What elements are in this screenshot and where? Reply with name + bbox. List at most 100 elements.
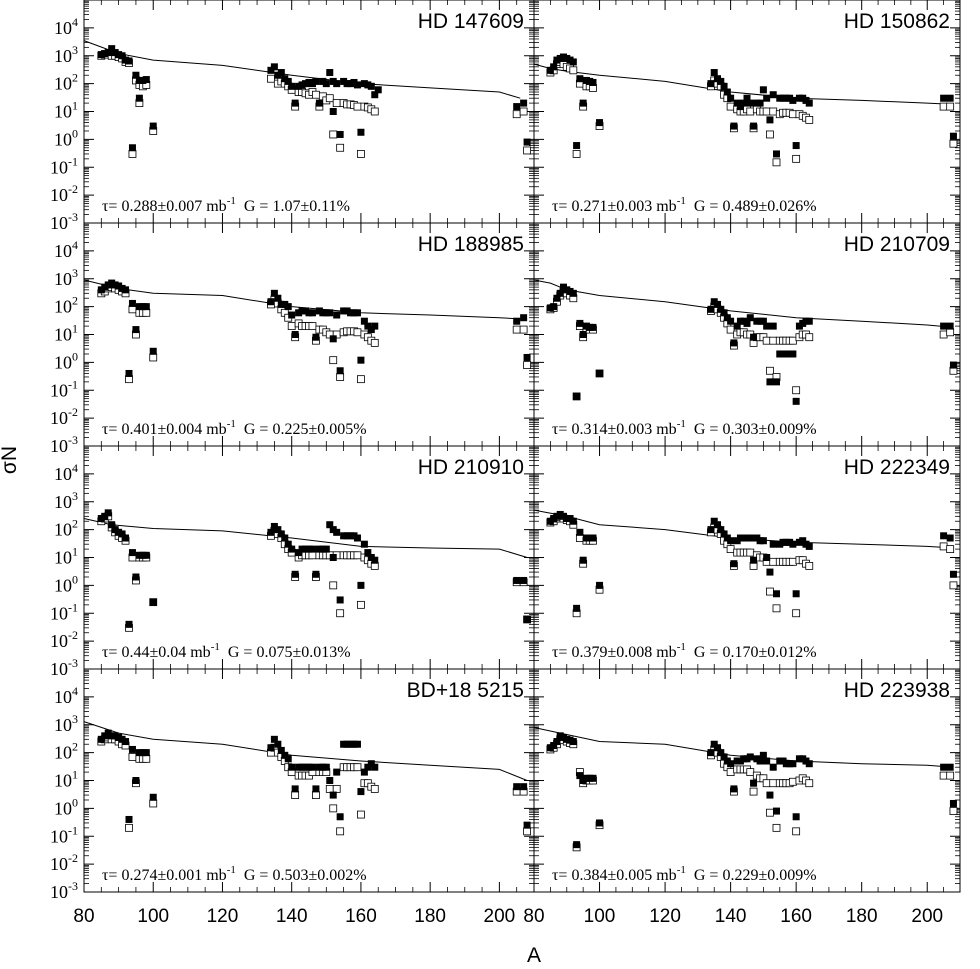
filled-point: [274, 294, 282, 302]
y-tick-label: 103: [54, 712, 78, 735]
filled-point: [772, 378, 780, 386]
filled-point: [360, 540, 368, 548]
open-point: [312, 791, 320, 799]
filled-point: [717, 749, 725, 757]
fit-parameters: τ= 0.44±0.04 mb-1 G = 0.075±0.013%: [102, 641, 351, 661]
open-point: [353, 102, 362, 111]
open-point: [523, 827, 531, 836]
star-name: HD 222349: [844, 456, 950, 479]
model-curve: [533, 727, 954, 768]
open-point: [766, 587, 774, 596]
open-point: [287, 322, 296, 331]
filled-point: [759, 537, 767, 545]
y-tick-label: 10-1: [50, 154, 78, 177]
open-point: [336, 373, 345, 381]
filled-point: [326, 309, 334, 317]
filled-point: [326, 777, 334, 784]
star-name: HD 188985: [418, 233, 524, 256]
filled-point: [589, 78, 597, 86]
open-point: [762, 336, 771, 345]
filled-point: [322, 545, 330, 553]
filled-point: [805, 99, 813, 107]
filled-point: [940, 322, 948, 330]
filled-point: [579, 99, 587, 107]
filled-point: [792, 397, 800, 405]
open-point: [523, 146, 531, 155]
filled-point: [125, 815, 133, 823]
filled-point: [284, 303, 292, 311]
filled-point: [336, 813, 344, 821]
filled-point: [569, 58, 577, 66]
open-point: [769, 336, 778, 345]
model-curve: [83, 40, 521, 99]
open-point: [291, 791, 300, 799]
filled-point: [353, 309, 361, 317]
filled-point: [940, 763, 948, 771]
filled-point: [367, 82, 375, 90]
star-name: HD 150862: [844, 10, 950, 33]
filled-point: [556, 289, 564, 297]
filled-point: [371, 322, 379, 330]
y-tick-label: 104: [54, 461, 78, 484]
filled-point: [274, 740, 282, 748]
filled-point: [270, 63, 278, 71]
filled-point: [108, 45, 116, 53]
open-point: [569, 66, 578, 75]
x-tick-label: 180: [846, 906, 878, 927]
star-name: BD+18 5215: [407, 679, 524, 702]
open-point: [949, 581, 958, 590]
filled-point: [550, 63, 558, 71]
open-point: [769, 557, 778, 566]
open-point: [939, 771, 948, 780]
open-point: [939, 330, 948, 339]
filled-point: [360, 768, 368, 776]
y-tick-label: 103: [54, 489, 78, 512]
filled-point: [720, 530, 728, 538]
y-tick-label: 10-3: [50, 433, 78, 456]
filled-point: [371, 556, 379, 564]
filled-point: [720, 753, 728, 761]
filled-point: [750, 556, 758, 564]
filled-point: [792, 590, 800, 598]
open-point: [523, 361, 531, 369]
panel-2: HD 150862 τ= 0.271±0.003 mb-1 G = 0.489±0…: [533, 0, 961, 224]
open-point: [357, 600, 365, 609]
open-point: [357, 375, 365, 384]
y-tick-label: 101: [54, 99, 78, 122]
open-point: [325, 784, 334, 793]
fit-parameters: τ= 0.274±0.001 mb-1 G = 0.503±0.002%: [102, 864, 367, 884]
filled-point: [360, 317, 368, 325]
filled-point: [727, 537, 735, 545]
filled-point: [573, 604, 581, 612]
x-axis-title: A: [527, 944, 541, 967]
open-point: [766, 366, 774, 375]
filled-point: [353, 534, 361, 542]
fit-parameters: τ= 0.384±0.005 mb-1 G = 0.229±0.009%: [552, 864, 817, 884]
x-tick-label: 120: [649, 906, 681, 927]
filled-point: [949, 799, 957, 807]
filled-point: [746, 753, 754, 761]
filled-point: [284, 77, 292, 85]
filled-point: [573, 392, 581, 400]
filled-point: [789, 760, 797, 768]
y-tick-label: 10-2: [50, 182, 78, 205]
fit-parameters: τ= 0.314±0.003 mb-1 G = 0.303±0.009%: [552, 418, 817, 438]
open-point: [805, 561, 814, 570]
filled-point: [128, 745, 136, 753]
filled-point: [322, 763, 330, 771]
y-tick-label: 100: [54, 349, 78, 372]
filled-point: [772, 590, 780, 598]
filled-point: [284, 755, 292, 763]
filled-point: [329, 791, 337, 799]
filled-point: [740, 99, 748, 107]
open-point: [946, 328, 955, 337]
filled-point: [288, 82, 296, 90]
open-point: [357, 150, 365, 158]
filled-point: [513, 576, 521, 584]
filled-point: [277, 746, 285, 754]
filled-point: [576, 772, 584, 780]
filled-point: [789, 540, 797, 548]
filled-point: [326, 69, 334, 77]
y-tick-label: 101: [54, 768, 78, 791]
filled-point: [766, 568, 774, 576]
